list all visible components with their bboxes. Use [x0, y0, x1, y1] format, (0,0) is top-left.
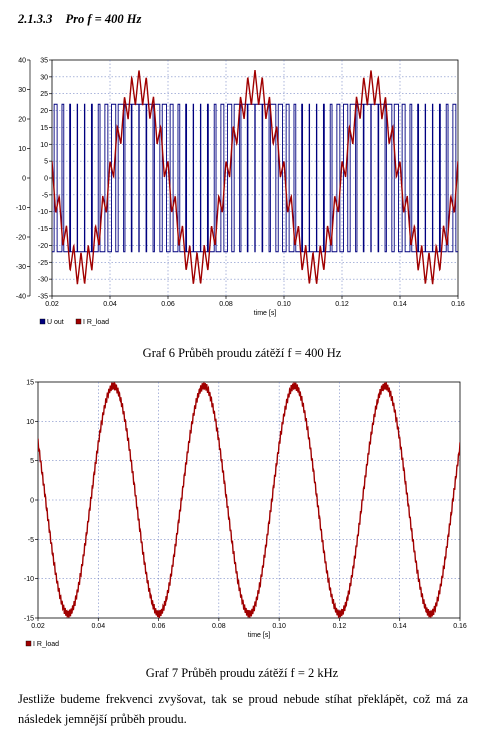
legend-label: U out — [47, 319, 64, 326]
legend-swatch — [39, 318, 46, 325]
graph7-figure: -15 -10 -5 0 5 10 15 0.02 0.04 0.06 0.08 0.10 0.12 0.… — [0, 374, 484, 654]
legend-label: I R_load — [83, 319, 109, 326]
y-tick-label: -20 — [16, 235, 26, 242]
y2-tick-label: 35 — [40, 58, 48, 65]
y2-tick-label: 5 — [44, 159, 48, 166]
y2-tick-label: -35 — [38, 294, 48, 301]
y2-tick-label: 30 — [40, 74, 48, 81]
y2-tick-label: -20 — [38, 243, 48, 250]
y-tick-label: 0 — [22, 176, 26, 183]
y-tick-label: -40 — [16, 294, 26, 301]
graph7-caption: Graf 7 Průběh proudu zátěží f = 2 kHz — [145, 666, 339, 680]
y-tick-label: 0 — [30, 498, 34, 505]
y2-tick-label: 10 — [40, 142, 48, 149]
y2-tick-label: -25 — [38, 260, 48, 267]
x-tick-label: 0.02 — [45, 301, 59, 308]
y2-tick-label: 20 — [40, 108, 48, 115]
y-tick-label: 40 — [18, 58, 26, 65]
y-tick-label: 10 — [18, 146, 26, 153]
legend: U out I R_load — [39, 318, 109, 326]
section-heading: 2.1.3.3 Pro f = 400 Hz — [18, 12, 141, 27]
graph6-figure: -40 -30 -20 -10 0 10 20 30 40 -35 -30 -25 -20 -15 -10 -… — [0, 52, 484, 336]
y-tick-label: -10 — [24, 576, 34, 583]
x-tick-label: 0.06 — [152, 623, 166, 630]
x-tick-label: 0.16 — [451, 301, 465, 308]
y2-tick-label: -10 — [38, 209, 48, 216]
y2-tick-label: 15 — [40, 125, 48, 132]
y-tick-label: 10 — [26, 419, 34, 426]
series-line-u-out — [52, 103, 458, 253]
section-title: Pro f = 400 Hz — [65, 12, 142, 26]
legend-swatch — [75, 318, 82, 325]
legend-swatch — [25, 640, 32, 647]
y-tick-label: 5 — [30, 458, 34, 465]
y2-tick-label: -5 — [42, 192, 48, 199]
x-axis-label: time [s] — [248, 632, 271, 639]
body-paragraph: Jestliže budeme frekvenci zvyšovat, tak … — [18, 692, 468, 726]
y-tick-label: 15 — [26, 380, 34, 387]
y-tick-label: 30 — [18, 87, 26, 94]
x-tick-label: 0.08 — [219, 301, 233, 308]
y2-tick-label: -15 — [38, 226, 48, 233]
x-axis-label: time [s] — [254, 310, 277, 317]
graph7-chart: -15 -10 -5 0 5 10 15 0.02 0.04 0.06 0.08 0.10 0.12 0.… — [24, 380, 467, 649]
y2-tick-label: 0 — [44, 176, 48, 183]
x-tick-label: 0.04 — [91, 623, 105, 630]
x-tick-label: 0.16 — [453, 623, 467, 630]
series-line-i-r-load — [52, 70, 458, 285]
x-tick-label: 0.14 — [393, 623, 407, 630]
x-tick-label: 0.12 — [335, 301, 349, 308]
y-tick-label: -10 — [16, 205, 26, 212]
x-tick-label: 0.08 — [212, 623, 226, 630]
y2-tick-label: 25 — [40, 91, 48, 98]
graph6-chart: -40 -30 -20 -10 0 10 20 30 40 -35 -30 -25 -20 -15 -10 -… — [16, 58, 465, 327]
x-tick-label: 0.10 — [277, 301, 291, 308]
section-number: 2.1.3.3 — [18, 12, 53, 26]
y-tick-label: -15 — [24, 616, 34, 623]
y2-tick-label: -30 — [38, 277, 48, 284]
legend: I R_load — [25, 640, 59, 648]
y-tick-label: -5 — [28, 537, 34, 544]
x-tick-label: 0.12 — [333, 623, 347, 630]
y-tick-label: 20 — [18, 117, 26, 124]
legend-label: I R_load — [33, 641, 59, 648]
y-tick-label: -30 — [16, 264, 26, 271]
graph6-caption: Graf 6 Průběh proudu zátěží f = 400 Hz — [142, 346, 342, 360]
series-line-i-r-load — [38, 382, 460, 618]
x-tick-label: 0.02 — [31, 623, 45, 630]
x-tick-label: 0.14 — [393, 301, 407, 308]
x-tick-label: 0.06 — [161, 301, 175, 308]
x-tick-label: 0.10 — [272, 623, 286, 630]
x-tick-label: 0.04 — [103, 301, 117, 308]
